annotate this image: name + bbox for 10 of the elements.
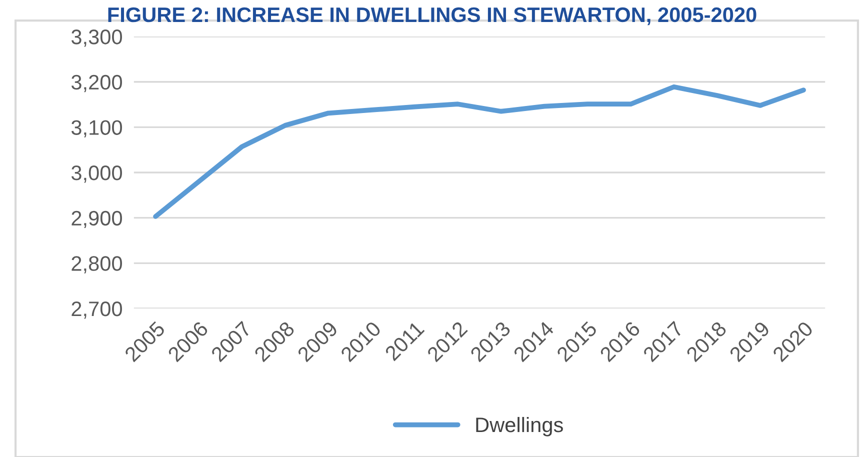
y-tick-label: 2,900 [72,210,122,228]
y-tick-label: 3,200 [71,74,122,92]
y-tick-label: 3,100 [71,120,122,138]
legend-label: Dwellings [476,416,563,436]
y-tick-label: 2,800 [72,256,122,274]
y-tick-label: 2,700 [72,301,122,319]
line-series [153,84,806,219]
chart-title: FIGURE 2: INCREASE IN DWELLINGS IN STEWARTON, 2005-2020 [108,7,756,26]
y-tick-label: 3,300 [71,30,122,47]
y-tick-label: 3,000 [71,166,122,183]
